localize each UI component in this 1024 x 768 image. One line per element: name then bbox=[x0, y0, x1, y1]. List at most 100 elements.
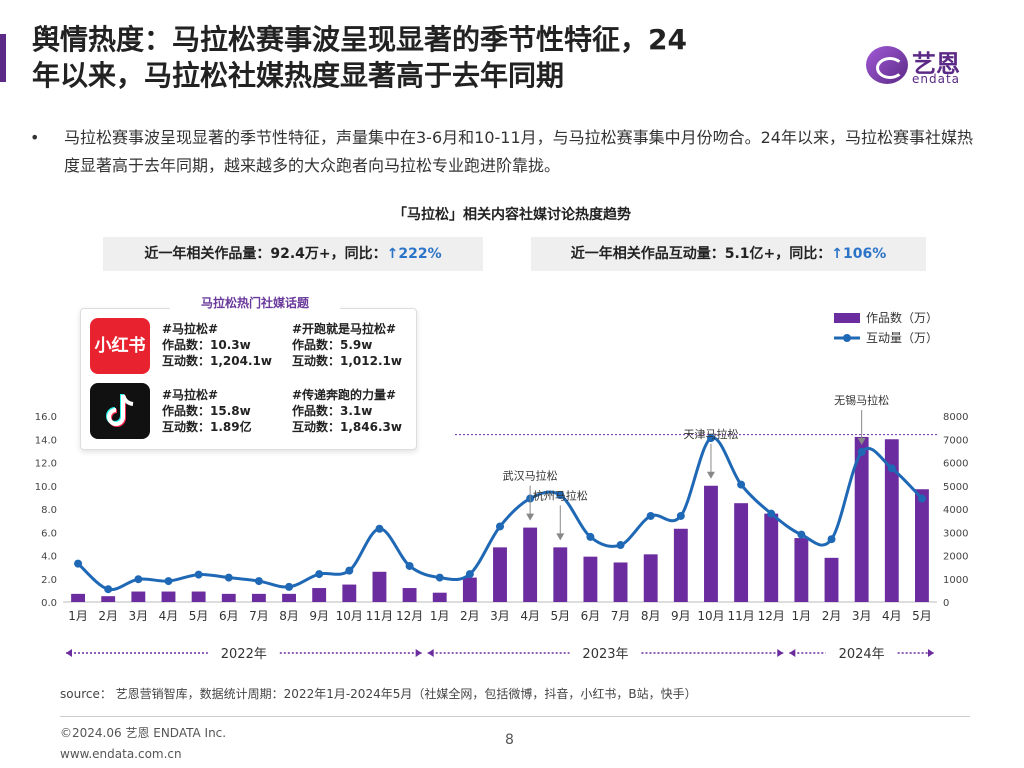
x-tick-label: 10月 bbox=[697, 609, 724, 623]
y-right-tick: 0 bbox=[943, 598, 949, 609]
bar-works bbox=[493, 547, 507, 602]
page-number: 8 bbox=[505, 732, 514, 748]
bar-works bbox=[553, 547, 568, 602]
y-left-tick: 4.0 bbox=[41, 552, 57, 563]
source-note: source： 艺恩营销智库，数据统计周期：2022年1月-2024年5月（社媒… bbox=[60, 687, 697, 701]
douyin-icon bbox=[90, 383, 150, 439]
y-right-tick: 5000 bbox=[943, 482, 968, 493]
bar-works bbox=[854, 436, 869, 602]
interaction-point bbox=[496, 522, 504, 531]
bar-works bbox=[161, 591, 176, 602]
event-annotation-arrow bbox=[556, 533, 565, 541]
x-tick-label: 2月 bbox=[98, 609, 118, 623]
interaction-point bbox=[134, 575, 143, 584]
interaction-point bbox=[164, 577, 173, 586]
interaction-point bbox=[315, 570, 324, 579]
bar-works bbox=[462, 577, 477, 602]
interaction-line bbox=[77, 436, 923, 592]
bar-works bbox=[432, 592, 447, 602]
x-tick-label: 12月 bbox=[396, 609, 423, 623]
x-tick-label: 4月 bbox=[520, 609, 540, 623]
topic-douyin-1: #马拉松# 作品数：15.8w 互动数：1.89亿 bbox=[162, 387, 252, 435]
x-tick-label: 3月 bbox=[490, 609, 510, 623]
y-right-tick: 1000 bbox=[943, 575, 968, 586]
year-arrow-right bbox=[927, 649, 934, 657]
y-right-tick: 8000 bbox=[943, 412, 968, 423]
x-tick-label: 3月 bbox=[852, 609, 872, 623]
event-annotation-arrow bbox=[526, 513, 535, 521]
page-title: 舆情热度：马拉松赛事波呈现显著的季节性特征，24 年以来，马拉松社媒热度显著高于… bbox=[32, 22, 852, 94]
topic-interactions: 互动数：1.89亿 bbox=[162, 420, 252, 434]
interaction-point bbox=[737, 480, 746, 489]
bar-works bbox=[71, 593, 86, 602]
hot-topics-title: 马拉松热门社媒话题 bbox=[170, 292, 340, 314]
year-arrow-left bbox=[66, 649, 73, 657]
y-left-tick: 16.0 bbox=[35, 412, 57, 423]
interaction-point bbox=[405, 561, 414, 570]
logo-en-text: endata bbox=[912, 72, 961, 86]
x-tick-label: 11月 bbox=[727, 609, 754, 623]
x-tick-label: 6月 bbox=[219, 609, 239, 623]
interaction-point bbox=[556, 491, 565, 500]
y-left-tick: 12.0 bbox=[35, 459, 57, 470]
legend-marker-interactions bbox=[843, 334, 851, 342]
logo-cn-text: 艺恩 bbox=[912, 50, 960, 78]
interaction-point bbox=[767, 509, 776, 518]
year-arrow-left bbox=[789, 649, 796, 657]
event-annotation-label: 杭州马拉松 bbox=[533, 488, 588, 502]
topic-tag: #开跑就是马拉松# bbox=[292, 322, 397, 336]
y-right-tick: 4000 bbox=[943, 505, 968, 516]
website-link[interactable]: www.endata.com.cn bbox=[60, 747, 182, 761]
x-tick-label: 7月 bbox=[611, 609, 631, 623]
x-tick-label: 7月 bbox=[249, 609, 269, 623]
bar-works bbox=[914, 489, 929, 602]
interaction-stat-label: 近一年相关作品互动量：5.1亿+，同比： bbox=[570, 246, 832, 262]
works-stat-box: 近一年相关作品量：92.4万+，同比：↑222% bbox=[103, 237, 483, 271]
year-label: 2024年 bbox=[839, 647, 885, 662]
interaction-stat-change: ↑106% bbox=[831, 246, 887, 262]
x-tick-label: 9月 bbox=[671, 609, 691, 623]
bar-works bbox=[221, 593, 236, 602]
year-arrow-right bbox=[777, 649, 784, 657]
interaction-point bbox=[616, 541, 625, 550]
x-tick-label: 4月 bbox=[882, 609, 902, 623]
interaction-point bbox=[917, 494, 926, 503]
interaction-point bbox=[74, 559, 83, 568]
interaction-point bbox=[586, 532, 595, 541]
interaction-point bbox=[827, 535, 836, 544]
x-tick-label: 12月 bbox=[758, 609, 785, 623]
event-annotation-label: 无锡马拉松 bbox=[834, 393, 889, 407]
bar-works bbox=[884, 439, 899, 602]
bar-works bbox=[764, 513, 779, 602]
interaction-point bbox=[194, 570, 203, 579]
topic-interactions: 互动数：1,204.1w bbox=[162, 354, 272, 368]
bar-works bbox=[131, 591, 146, 602]
topic-xhs-2: #开跑就是马拉松# 作品数：5.9w 互动数：1,012.1w bbox=[292, 321, 402, 369]
topic-tag: #马拉松# bbox=[162, 388, 219, 402]
interaction-point bbox=[254, 577, 263, 586]
bar-works bbox=[794, 538, 809, 602]
y-right-tick: 2000 bbox=[943, 552, 968, 563]
interaction-point bbox=[285, 582, 294, 591]
x-tick-label: 3月 bbox=[129, 609, 149, 623]
title-line-1: 舆情热度：马拉松赛事波呈现显著的季节性特征，24 bbox=[32, 23, 687, 56]
interaction-point bbox=[706, 434, 715, 443]
y-left-tick: 2.0 bbox=[41, 575, 57, 586]
topic-works: 作品数：3.1w bbox=[292, 404, 373, 418]
y-right-tick: 6000 bbox=[943, 459, 968, 470]
bar-works bbox=[523, 527, 538, 602]
bar-works bbox=[372, 571, 387, 602]
bar-works bbox=[643, 554, 658, 602]
event-annotation-arrow bbox=[857, 438, 866, 446]
y-left-tick: 6.0 bbox=[41, 528, 57, 539]
bar-works bbox=[734, 503, 749, 602]
interaction-point bbox=[435, 573, 444, 582]
x-tick-label: 2月 bbox=[460, 609, 480, 623]
year-arrow-right bbox=[415, 649, 422, 657]
bar-works bbox=[824, 557, 839, 602]
y-left-tick: 0.0 bbox=[41, 598, 57, 609]
interaction-point bbox=[465, 570, 474, 579]
x-tick-label: 11月 bbox=[366, 609, 393, 623]
topic-tag: #传递奔跑的力量# bbox=[292, 388, 397, 402]
